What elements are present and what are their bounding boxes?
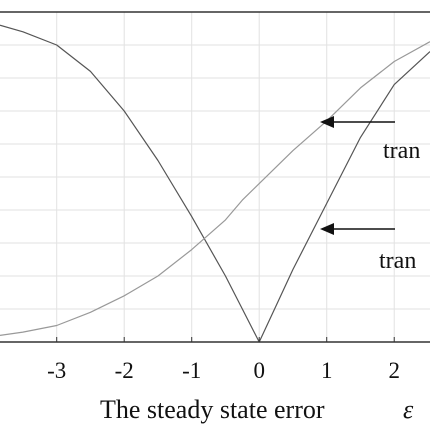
x-tick-label: -3: [47, 358, 66, 383]
series-line: [0, 41, 430, 336]
x-tick-label: 0: [253, 358, 265, 383]
x-tick-label: -1: [182, 358, 201, 383]
x-tick-label: 1: [321, 358, 333, 383]
grid: [0, 11, 430, 343]
arrow: [320, 116, 395, 128]
x-axis-label: The steady state error: [100, 395, 325, 424]
annotation: tran: [379, 248, 416, 274]
x-axis-symbol: ε: [403, 395, 414, 424]
arrow: [320, 223, 395, 235]
x-tick-label: -2: [115, 358, 134, 383]
x-tick-label: 2: [388, 358, 400, 383]
annotation: tran: [383, 138, 420, 164]
series-line: [0, 24, 430, 343]
plot-lines: [0, 24, 430, 343]
